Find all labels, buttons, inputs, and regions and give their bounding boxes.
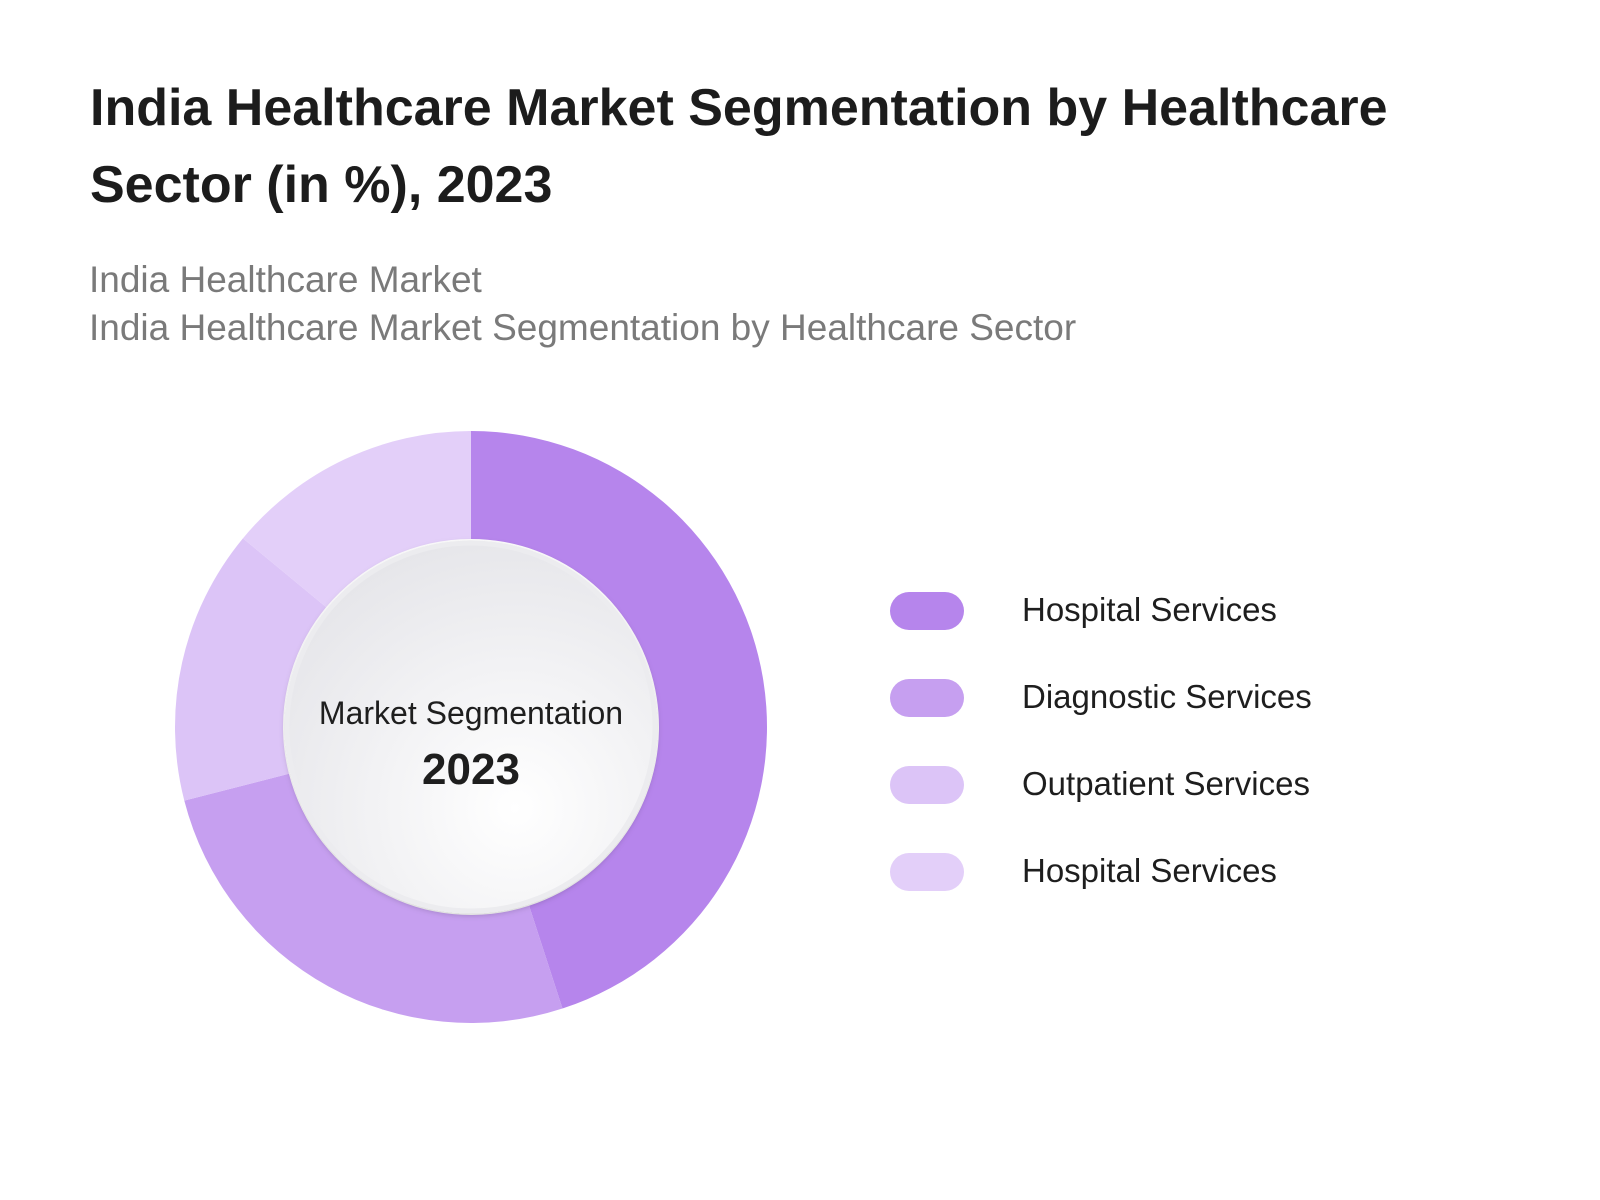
legend-swatch (890, 766, 964, 804)
donut-slice-2 (184, 773, 563, 1024)
chart-legend: Hospital Services Diagnostic Services Outp… (890, 591, 1450, 940)
donut-center-hub (284, 540, 658, 914)
chart-subtitle-market: India Healthcare Market (89, 259, 482, 300)
donut-slice-1 (471, 431, 768, 1009)
legend-label: Hospital Services (1022, 852, 1277, 889)
legend-item: Hospital Services (890, 591, 1450, 679)
donut-slices (175, 431, 768, 1024)
legend-swatch (890, 592, 964, 630)
legend-swatch (890, 853, 964, 891)
chart-title: India Healthcare Market Segmentation by … (90, 79, 1388, 214)
donut-center-year: 2023 (422, 745, 520, 794)
legend-item: Diagnostic Services (890, 678, 1450, 766)
donut-center-label: Market Segmentation (319, 695, 623, 731)
legend-item: Outpatient Services (890, 765, 1450, 853)
donut-slice-3 (175, 538, 327, 801)
legend-label: Diagnostic Services (1022, 678, 1312, 715)
donut-slice-4 (242, 431, 471, 608)
legend-item: Hospital Services (890, 852, 1450, 940)
chart-subtitle-segmentation: India Healthcare Market Segmentation by … (89, 307, 1077, 348)
legend-label: Outpatient Services (1022, 765, 1310, 802)
legend-label: Hospital Services (1022, 591, 1277, 628)
legend-swatch (890, 679, 964, 717)
